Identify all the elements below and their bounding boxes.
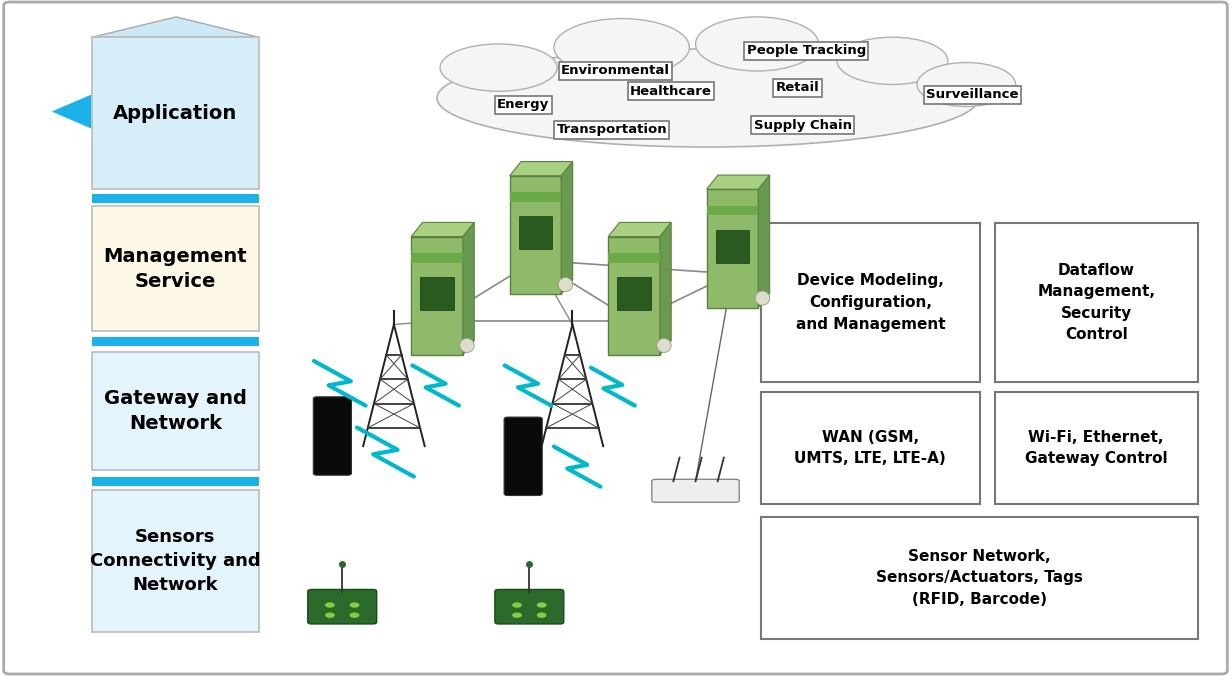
Polygon shape xyxy=(510,162,572,176)
Circle shape xyxy=(537,602,547,608)
Text: Sensor Network,
Sensors/Actuators, Tags
(RFID, Barcode): Sensor Network, Sensors/Actuators, Tags … xyxy=(875,549,1083,607)
FancyBboxPatch shape xyxy=(652,479,739,502)
FancyBboxPatch shape xyxy=(761,392,980,504)
Circle shape xyxy=(325,612,335,618)
Circle shape xyxy=(325,602,335,608)
FancyBboxPatch shape xyxy=(505,417,542,496)
FancyBboxPatch shape xyxy=(761,223,980,382)
Circle shape xyxy=(537,612,547,618)
FancyBboxPatch shape xyxy=(92,490,259,632)
Text: Retail: Retail xyxy=(776,81,820,95)
FancyBboxPatch shape xyxy=(608,237,660,355)
Ellipse shape xyxy=(656,338,671,353)
FancyBboxPatch shape xyxy=(761,517,1198,639)
FancyBboxPatch shape xyxy=(707,189,758,308)
FancyBboxPatch shape xyxy=(495,589,564,624)
Bar xyxy=(618,277,650,310)
Polygon shape xyxy=(608,222,671,237)
Bar xyxy=(92,477,259,486)
FancyBboxPatch shape xyxy=(92,206,259,331)
FancyBboxPatch shape xyxy=(510,176,561,294)
Text: Sensors
Connectivity and
Network: Sensors Connectivity and Network xyxy=(90,529,261,594)
Text: Wi-Fi, Ethernet,
Gateway Control: Wi-Fi, Ethernet, Gateway Control xyxy=(1025,429,1167,466)
Ellipse shape xyxy=(837,37,948,84)
Polygon shape xyxy=(758,175,769,308)
FancyBboxPatch shape xyxy=(995,223,1198,382)
Text: Supply Chain: Supply Chain xyxy=(753,118,852,132)
Polygon shape xyxy=(411,222,474,237)
Text: Energy: Energy xyxy=(497,98,549,112)
Circle shape xyxy=(512,602,522,608)
FancyBboxPatch shape xyxy=(92,352,259,470)
FancyBboxPatch shape xyxy=(308,589,377,624)
Ellipse shape xyxy=(554,19,689,76)
Text: Healthcare: Healthcare xyxy=(630,84,712,98)
Ellipse shape xyxy=(439,44,556,91)
Bar xyxy=(421,277,453,310)
Text: Gateway and
Network: Gateway and Network xyxy=(103,389,247,433)
Polygon shape xyxy=(52,95,91,128)
Circle shape xyxy=(350,602,359,608)
Bar xyxy=(716,229,748,262)
Bar xyxy=(510,193,561,202)
Text: Dataflow
Management,
Security
Control: Dataflow Management, Security Control xyxy=(1038,262,1155,343)
Polygon shape xyxy=(463,222,474,355)
FancyBboxPatch shape xyxy=(92,37,259,189)
Polygon shape xyxy=(660,222,671,355)
Polygon shape xyxy=(707,175,769,189)
Text: Application: Application xyxy=(113,103,238,123)
FancyBboxPatch shape xyxy=(313,397,352,475)
Bar xyxy=(411,254,463,263)
Text: WAN (GSM,
UMTS, LTE, LTE-A): WAN (GSM, UMTS, LTE, LTE-A) xyxy=(794,429,947,466)
Bar xyxy=(608,254,660,263)
Text: Transportation: Transportation xyxy=(556,123,667,137)
Bar xyxy=(92,337,259,346)
FancyBboxPatch shape xyxy=(4,2,1227,674)
Text: Management
Service: Management Service xyxy=(103,247,247,291)
Text: Environmental: Environmental xyxy=(561,64,670,78)
FancyBboxPatch shape xyxy=(995,392,1198,504)
Polygon shape xyxy=(92,17,259,37)
Ellipse shape xyxy=(696,17,819,71)
Circle shape xyxy=(512,612,522,618)
Text: Surveillance: Surveillance xyxy=(926,88,1019,101)
Bar xyxy=(707,206,758,215)
Polygon shape xyxy=(561,162,572,294)
Ellipse shape xyxy=(437,49,979,147)
Ellipse shape xyxy=(558,277,572,292)
Ellipse shape xyxy=(917,63,1016,107)
Ellipse shape xyxy=(755,291,769,306)
Text: People Tracking: People Tracking xyxy=(747,44,865,57)
FancyBboxPatch shape xyxy=(411,237,463,355)
Ellipse shape xyxy=(459,338,474,353)
Circle shape xyxy=(350,612,359,618)
Text: Device Modeling,
Configuration,
and Management: Device Modeling, Configuration, and Mana… xyxy=(795,273,945,332)
Bar xyxy=(92,194,259,203)
Bar xyxy=(519,216,551,249)
